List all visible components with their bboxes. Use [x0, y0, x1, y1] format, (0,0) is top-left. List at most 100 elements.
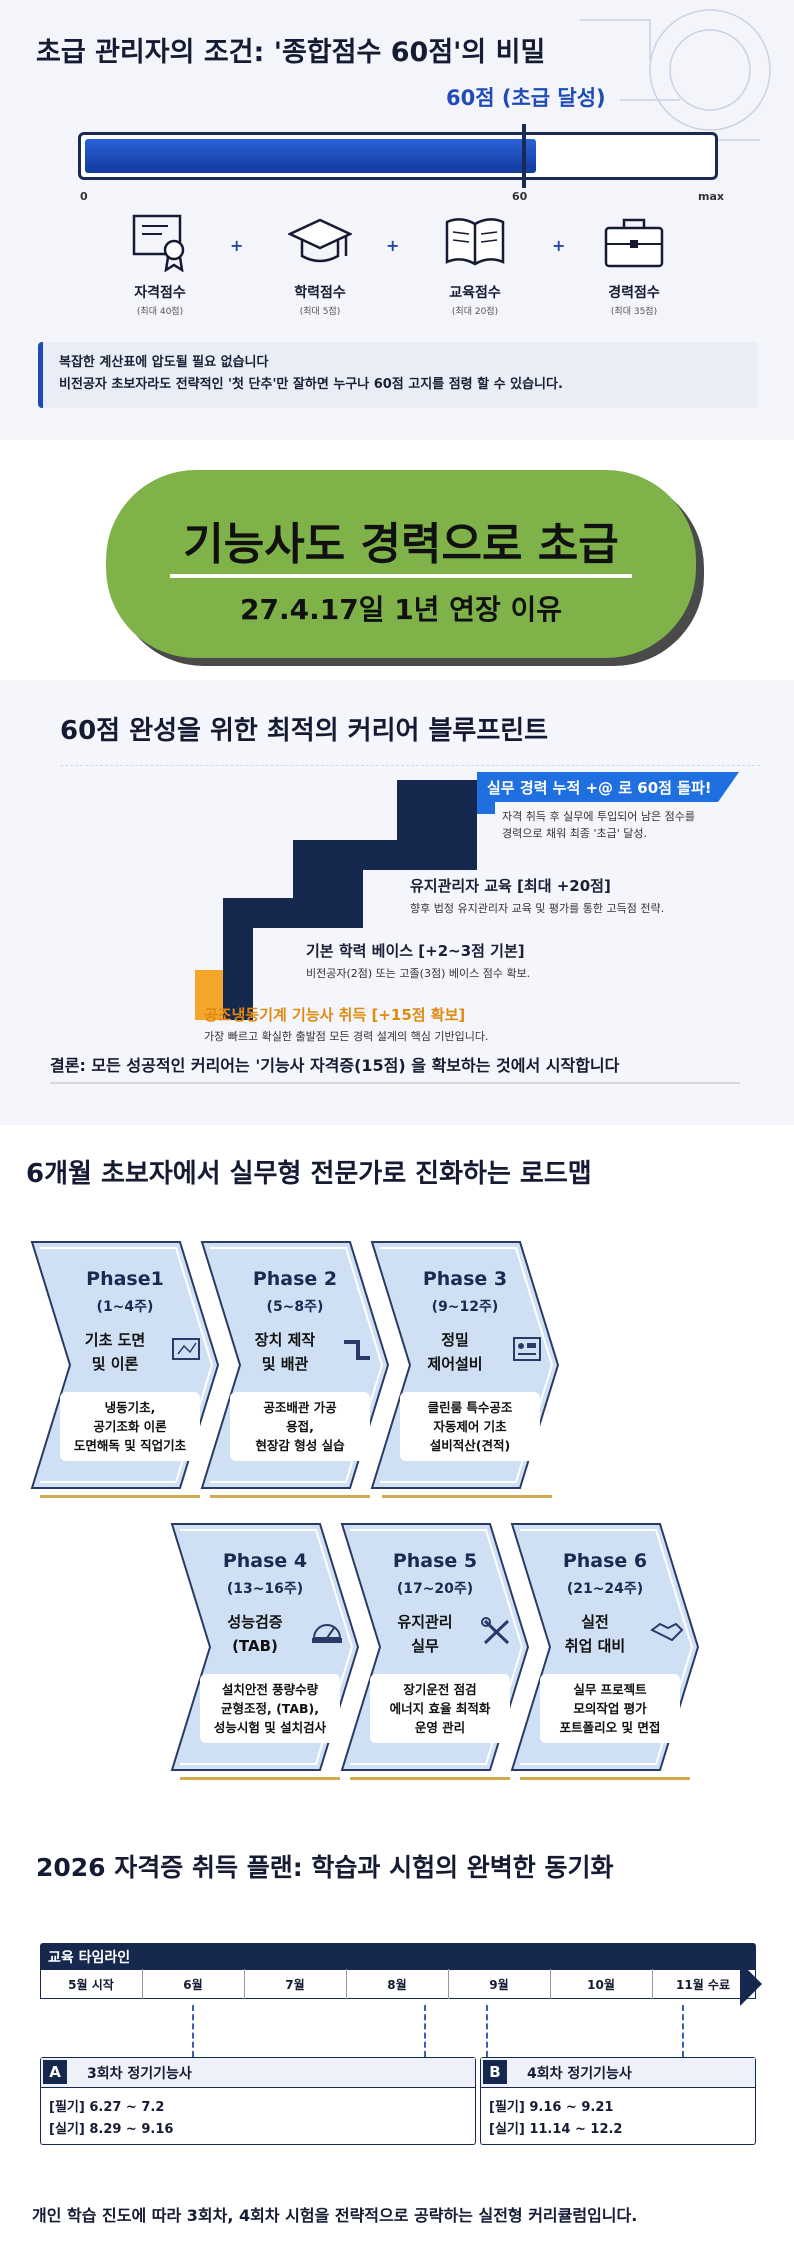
- exam-written-date: [필기] 9.16 ~ 9.21: [489, 2100, 614, 2115]
- phase-topic: 유지관리 실무: [397, 1613, 453, 1655]
- page-title: 초급 관리자의 조건: '종합점수 60점'의 비밀: [36, 37, 546, 68]
- phase-weeks: (21~24주): [566, 1581, 644, 1597]
- exam-plan-section: 2026 자격증 취득 플랜: 학습과 시험의 완벽한 동기화 교육 타임라인 …: [0, 1810, 794, 2246]
- phase-name: Phase 3: [422, 1268, 508, 1290]
- score-item-cert: 자격점수 (최대 40점): [90, 212, 230, 317]
- section-title: 6개월 초보자에서 실무형 전문가로 진화하는 로드맵: [26, 1159, 592, 1189]
- score-item-career: 경력점수 (최대 35점): [564, 212, 704, 317]
- step-3-title: 유지관리자 교육 [최대 +20점]: [410, 877, 611, 895]
- flow-arrow: [350, 1777, 510, 1780]
- blueprint-icon: [172, 1338, 200, 1360]
- tick-mid: 60: [512, 190, 528, 203]
- phase-card-4: Phase 4 (13~16주) 성능검증 (TAB) 설치안전 풍량수량 균형조정…: [170, 1522, 360, 1782]
- timeline-arrow-icon: [740, 1962, 762, 2006]
- phase-card-3: Phase 3 (9~12주) 정밀 제어설비 클린룸 특수공조 자동제어 기초 설비…: [370, 1240, 560, 1500]
- timeline-months: [40, 1969, 756, 1999]
- exam-date-connector: [486, 2005, 488, 2057]
- briefcase-icon: [604, 218, 664, 268]
- note-line: 복잡한 계산표에 압도될 필요 없습니다: [59, 355, 269, 370]
- phase-topic: 정밀 제어설비: [427, 1331, 483, 1373]
- stair-step-1: [195, 970, 223, 1020]
- exam-date-connector: [682, 2005, 684, 2057]
- note-box: 복잡한 계산표에 압도될 필요 없습니다 비전공자 초보자라도 전략적인 '첫 …: [38, 342, 758, 408]
- timeline-header: [40, 1943, 756, 1969]
- flow-arrow: [520, 1777, 690, 1780]
- month-label: 11월 수료: [676, 1978, 730, 1992]
- step-1-desc: 가장 빠르고 확실한 출발점 모든 경력 설계의 핵심 기반입니다.: [204, 1030, 489, 1043]
- month-label: 8월: [387, 1978, 407, 1992]
- handshake-icon: [650, 1622, 684, 1642]
- phase-card-6: Phase 6 (21~24주) 실전 취업 대비 실무 프로젝트 모의작업 평가 포…: [510, 1522, 700, 1782]
- phase-weeks: (1~4주): [96, 1299, 154, 1315]
- phase-topic: 장치 제작 및 배관: [254, 1331, 316, 1373]
- plus-sign: +: [552, 236, 566, 255]
- phase-detail-box: 공조배관 가공 용접, 현장감 형성 실습: [230, 1392, 370, 1461]
- banner-divider: [170, 574, 632, 578]
- score-item-edu-level: 학력점수 (최대 5점): [250, 212, 390, 317]
- section-title: 2026 자격증 취득 플랜: 학습과 시험의 완벽한 동기화: [36, 1853, 614, 1882]
- blueprint-section: 60점 완성을 위한 최적의 커리어 블루프린트 실무 경력 누적 +@ 로 6…: [0, 680, 794, 1125]
- month-label: 5월 시작: [68, 1978, 114, 1992]
- exam-practical-date: [실기] 8.29 ~ 9.16: [49, 2122, 174, 2137]
- score-item-training: 교육점수 (최대 20점): [405, 212, 545, 317]
- flow-arrow: [180, 1777, 340, 1780]
- phase-weeks: (13~16주): [226, 1581, 304, 1597]
- gauge-label: 60점 (초급 달성): [446, 86, 606, 110]
- exam-badge: A: [43, 2060, 67, 2084]
- footer-text: 개인 학습 진도에 따라 3회차, 4회차 시험을 전략적으로 공략하는 실전형…: [32, 2206, 638, 2225]
- flow-arrow: [382, 1495, 552, 1498]
- step-2-desc: 비전공자(2점) 또는 고졸(3점) 베이스 점수 확보.: [306, 967, 531, 980]
- timeline-label: 교육 타임라인: [48, 1950, 131, 1966]
- plus-sign: +: [386, 236, 400, 255]
- banner-title: 기능사도 경력으로 초급: [183, 519, 619, 570]
- flow-arrow: [40, 1495, 200, 1498]
- phase-name: Phase 4: [222, 1550, 308, 1572]
- banner-subtitle: 27.4.17일 1년 연장 이유: [240, 593, 562, 626]
- phase-name: Phase1: [86, 1268, 164, 1290]
- exam-name: 4회차 정기기능사: [527, 2066, 632, 2082]
- phase-topic: 성능검증 (TAB): [227, 1613, 283, 1655]
- tick-start: 0: [80, 190, 88, 203]
- phase-detail-box: 실무 프로젝트 모의작업 평가 포트폴리오 및 면접: [540, 1674, 680, 1743]
- exam-date-connector: [192, 2005, 194, 2057]
- exam-card-a: A 3회차 정기기능사 [필기] 6.27 ~ 7.2 [실기] 8.29 ~ …: [40, 2057, 476, 2145]
- roadmap-section: 6개월 초보자에서 실무형 전문가로 진화하는 로드맵 Phase1 (1~4주…: [0, 1125, 794, 1810]
- score-section: 초급 관리자의 조건: '종합점수 60점'의 비밀 60점 (초급 달성) 0…: [0, 0, 794, 440]
- phase-topic: 기초 도면 및 이론: [84, 1331, 146, 1373]
- conclusion-text: 결론: 모든 성공적인 커리어는 '기능사 자격증(15점) 을 확보하는 것에…: [50, 1056, 620, 1075]
- step-4-desc: 자격 취득 후 실무에 투입되어 남은 점수를: [502, 810, 696, 823]
- note-line: 비전공자 초보자라도 전략적인 '첫 단추'만 잘하면 누구나 60점 고지를 …: [59, 377, 563, 392]
- phase-name: Phase 6: [562, 1550, 648, 1572]
- gauge-fill: [85, 139, 536, 173]
- phase-name: Phase 5: [392, 1550, 478, 1572]
- month-label: 6월: [183, 1978, 203, 1992]
- exam-date-connector: [424, 2005, 426, 2057]
- phase-detail-box: 냉동기초, 공기조화 이론 도면해독 및 직업기초: [60, 1392, 200, 1461]
- phase-detail-box: 클린룸 특수공조 자동제어 기초 설비적산(견적): [400, 1392, 540, 1461]
- phase-topic: 실전 취업 대비: [564, 1613, 626, 1655]
- score-gauge: [78, 132, 718, 180]
- step-4-desc: 경력으로 채워 최종 '초급' 달성.: [502, 827, 647, 840]
- gauge-marker: [522, 124, 526, 188]
- phase-card-5: Phase 5 (17~20주) 유지관리 실무 장기운전 점검 에너지 효율 최적…: [340, 1522, 530, 1782]
- month-label: 7월: [285, 1978, 305, 1992]
- step-3-desc: 향후 법정 유지관리자 교육 및 평가를 통한 고득점 전략.: [410, 902, 665, 915]
- month-label: 9월: [489, 1978, 509, 1992]
- tick-end: max: [698, 190, 724, 203]
- wrench-screwdriver-icon: [481, 1617, 510, 1645]
- pipe-icon: [344, 1340, 370, 1360]
- banner-section: 기능사도 경력으로 초급 27.4.17일 1년 연장 이유: [0, 440, 794, 680]
- stair-riser-2: [223, 898, 253, 1020]
- plus-sign: +: [230, 236, 244, 255]
- exam-practical-date: [실기] 11.14 ~ 12.2: [489, 2122, 623, 2137]
- certificate-icon: [132, 214, 185, 273]
- conclusion-underline: [50, 1082, 740, 1084]
- step-2-title: 기본 학력 베이스 [+2~3점 기본]: [306, 942, 525, 960]
- phase-weeks: (17~20주): [396, 1581, 474, 1597]
- exam-written-date: [필기] 6.27 ~ 7.2: [49, 2100, 165, 2115]
- flow-arrow: [210, 1495, 370, 1498]
- phase-weeks: (5~8주): [266, 1299, 324, 1315]
- stair-step-3: [293, 840, 363, 928]
- headline-banner: 기능사도 경력으로 초급 27.4.17일 1년 연장 이유: [106, 470, 696, 658]
- phase-name: Phase 2: [252, 1268, 338, 1290]
